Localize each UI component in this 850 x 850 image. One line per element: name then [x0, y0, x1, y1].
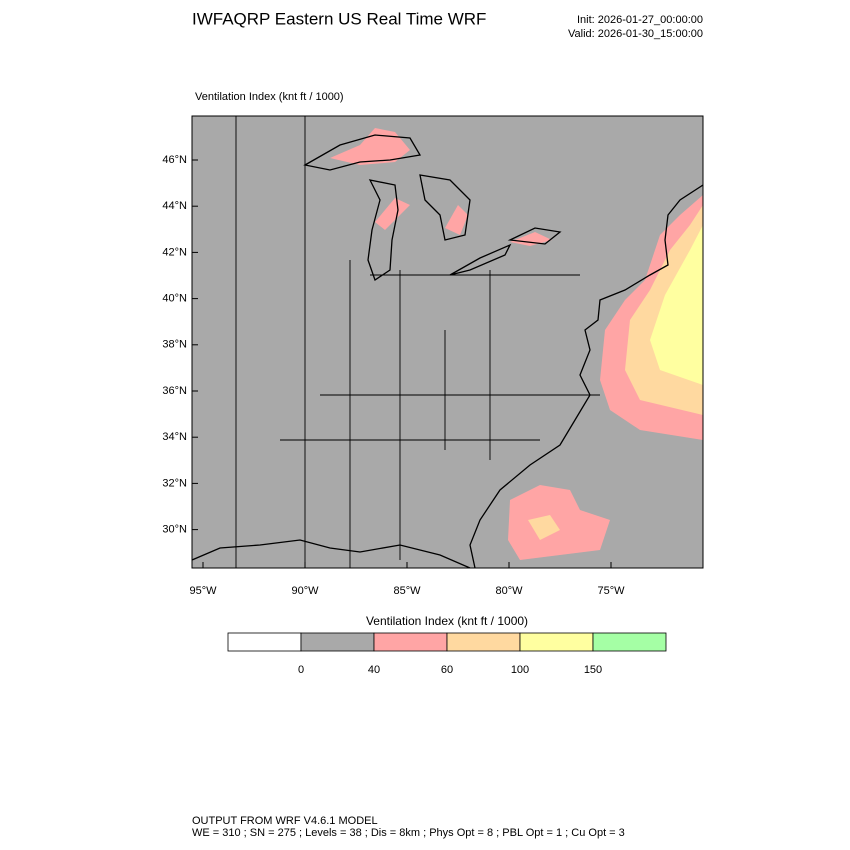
lake-ontario [507, 227, 562, 245]
map-frame [191, 115, 704, 569]
lake-field [330, 128, 410, 165]
lat-tick-label: 38°N [162, 339, 187, 351]
state-borders [235, 116, 600, 568]
colorbar-label: 100 [511, 664, 529, 676]
lon-tick-label: 75°W [597, 585, 625, 597]
colorbar-title: Ventilation Index (knt ft / 1000) [366, 614, 528, 628]
ocean-field [508, 485, 610, 560]
lake-huron [419, 174, 471, 241]
colorbar-box [300, 632, 375, 652]
colorbar-label: 40 [368, 664, 380, 676]
lake-field [375, 198, 410, 230]
valid-time: Valid: 2026-01-30_15:00:00 [568, 28, 703, 40]
lon-tick-label: 80°W [495, 585, 523, 597]
colorbar-box [446, 632, 521, 652]
lake-field [510, 232, 552, 246]
colorbar-box [519, 632, 594, 652]
title: IWFAQRP Eastern US Real Time WRF [192, 9, 486, 28]
lat-tick-label: 30°N [162, 524, 187, 536]
colorbar-box [373, 632, 448, 652]
lat-tick-label: 44°N [162, 200, 187, 212]
lon-tick-label: 95°W [189, 585, 217, 597]
coastline [469, 184, 703, 568]
colorbar-box [227, 632, 302, 652]
footer-line: OUTPUT FROM WRF V4.6.1 MODEL [192, 815, 378, 827]
init-time: Init: 2026-01-27_00:00:00 [577, 14, 703, 26]
colorbar-label: 0 [298, 664, 304, 676]
lat-tick-label: 42°N [162, 246, 187, 258]
footer-line: WE = 310 ; SN = 275 ; Levels = 38 ; Dis … [192, 827, 625, 839]
lake-superior [303, 134, 422, 171]
lon-tick-label: 90°W [291, 585, 319, 597]
lat-tick-label: 32°N [162, 477, 187, 489]
lat-tick-label: 34°N [162, 431, 187, 443]
lon-tick-label: 85°W [393, 585, 421, 597]
lake-erie [449, 243, 512, 276]
ocean-field [650, 225, 703, 385]
colorbar-label: 60 [441, 664, 453, 676]
ocean-field [528, 515, 560, 540]
colorbar-box [592, 632, 667, 652]
coastline [192, 539, 471, 568]
panel-title: Ventilation Index (knt ft / 1000) [195, 91, 344, 103]
lat-tick-label: 46°N [162, 154, 187, 166]
lat-tick-label: 36°N [162, 385, 187, 397]
map [191, 115, 704, 569]
lake-field [445, 205, 468, 235]
colorbar-label: 150 [584, 664, 602, 676]
lat-tick-label: 40°N [162, 293, 187, 305]
